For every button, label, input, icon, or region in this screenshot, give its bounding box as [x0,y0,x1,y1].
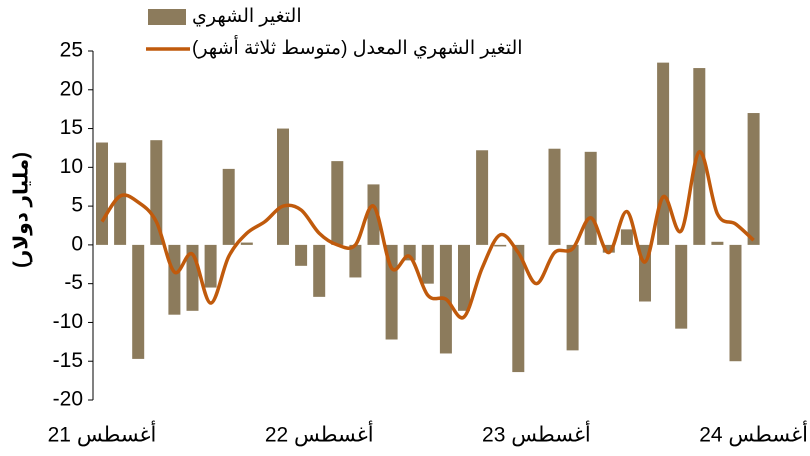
bar [295,244,308,266]
bar [168,244,181,315]
bar [313,244,326,297]
bar [240,242,253,245]
bar [96,142,108,245]
x-tick-label: أغسطس 23 [482,421,591,447]
bar [747,113,760,245]
y-axis-label: (مليار دولار) [10,152,32,268]
bar [584,151,597,245]
y-tick-label: -15 [53,349,83,372]
bar [657,62,670,245]
legend-swatch [148,9,186,25]
x-tick-label: أغسطس 24 [699,421,808,447]
bar [367,184,380,245]
legend-label: التغير الشهري المعدل (متوسط ثلاثة أشهر) [192,35,523,59]
y-tick-label: 10 [60,155,83,178]
bar [204,244,217,288]
bar [132,244,145,359]
bar [476,150,489,245]
bar [548,148,561,245]
y-tick-label: 0 [71,232,83,255]
bar [602,244,615,253]
bar [458,244,470,311]
bar [711,241,724,245]
y-tick-label: 15 [60,116,83,139]
x-tick-label: أغسطس 22 [265,421,374,447]
bar [494,244,507,247]
bar [114,162,127,245]
bar [331,161,344,245]
bar [349,244,362,278]
bar [675,244,688,329]
bar [421,244,434,284]
bar [729,244,742,362]
bar [222,168,235,245]
bar [512,244,525,373]
bar [620,229,633,245]
y-tick-label: -10 [53,310,83,333]
y-tick-label: 5 [71,194,83,217]
bar [566,244,579,351]
y-tick-label: 20 [60,77,83,100]
bar [277,128,289,245]
legend-label: التغير الشهري [192,6,302,27]
y-tick-label: -20 [53,388,83,411]
line [100,150,755,320]
y-tick-label: -5 [64,271,83,294]
bar [693,68,706,245]
x-tick-label: أغسطس 21 [48,421,157,447]
y-tick-label: 25 [60,39,83,62]
